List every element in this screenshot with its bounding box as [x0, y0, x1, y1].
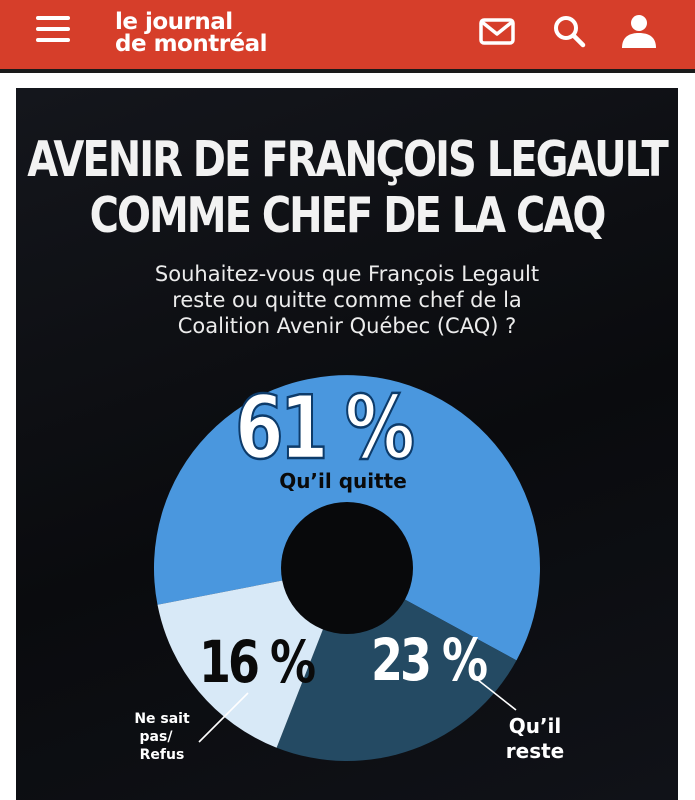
logo-line-2: de montréal [115, 31, 268, 57]
nsp-label-line-3: Refus [140, 747, 185, 763]
chart-subtitle-line-3: Coalition Avenir Québec (CAQ) ? [177, 314, 517, 338]
mail-icon[interactable] [478, 12, 518, 52]
donut-chart: 61 % Qu’il quitte 23 % Qu’il reste 16 % … [134, 375, 564, 763]
quitte-percent-label: 61 % [235, 376, 413, 479]
nsp-label-line-1: Ne sait [134, 711, 190, 727]
menu-icon[interactable] [36, 14, 76, 48]
donut-hole [281, 502, 413, 634]
chart-subtitle-line-1: Souhaitez-vous que François Legault [154, 262, 540, 286]
nsp-label-line-2: pas/ [140, 729, 174, 745]
reste-leader-line [477, 679, 517, 711]
reste-label-line-2: reste [506, 739, 564, 763]
logo-line-1: le journal [115, 9, 233, 35]
chart-title-line-2: COMME CHEF DE LA CAQ [89, 188, 607, 245]
reste-percent-label: 23 % [371, 628, 487, 694]
reste-label-line-1: Qu’il [509, 714, 562, 738]
nsp-leader-line [198, 692, 249, 743]
nsp-percent-label: 16 % [199, 630, 315, 696]
top-navigation-bar: le journal de montréal [0, 0, 695, 73]
chart-title-line-1: AVENIR DE FRANÇOIS LEGAULT [27, 132, 669, 189]
infographic-panel: AVENIR DE FRANÇOIS LEGAULT COMME CHEF DE… [16, 88, 678, 800]
site-logo[interactable]: le journal de montréal [115, 9, 268, 57]
quitte-label: Qu’il quitte [279, 469, 407, 493]
search-icon[interactable] [550, 12, 590, 52]
user-icon[interactable] [619, 12, 659, 52]
chart-subtitle-line-2: reste ou quitte comme chef de la [172, 288, 522, 312]
